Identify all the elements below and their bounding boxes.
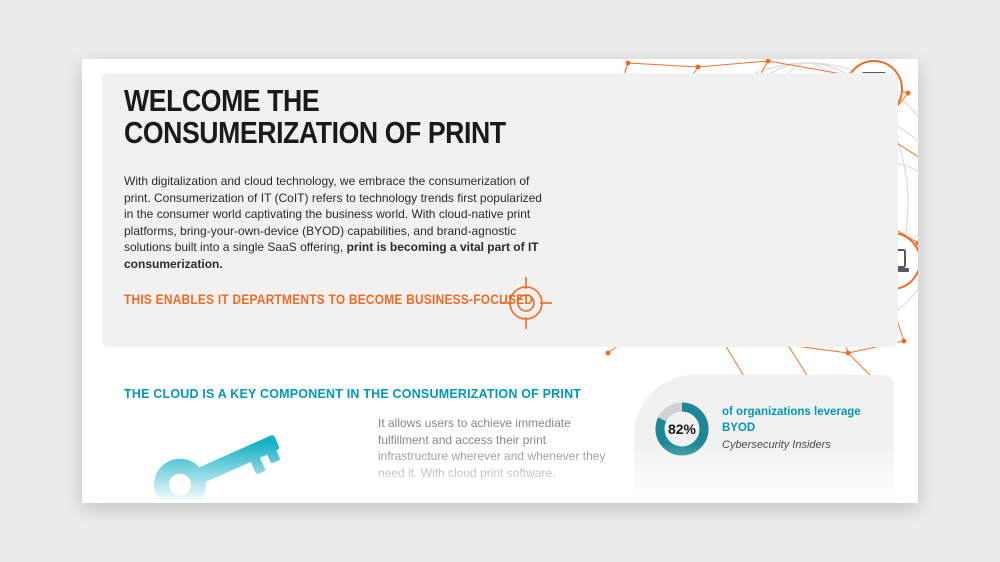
- byod-donut-value: 82%: [654, 401, 710, 457]
- hero-title-line1: WELCOME THE: [124, 83, 319, 118]
- hero-body: With digitalization and cloud technology…: [124, 173, 554, 272]
- crosshair-icon: [500, 277, 552, 329]
- hero-panel: WELCOME THE CONSUMERIZATION OF PRINT Wit…: [102, 73, 898, 347]
- key-icon: [142, 421, 302, 503]
- byod-stat-source: Cybersecurity Insiders: [722, 439, 831, 451]
- cloud-heading: THE CLOUD IS A KEY COMPONENT IN THE CONS…: [124, 387, 624, 401]
- hero-title: WELCOME THE CONSUMERIZATION OF PRINT: [124, 85, 537, 148]
- hero-title-line2: CONSUMERIZATION OF PRINT: [124, 115, 506, 150]
- byod-stat-text: of organizations leverage BYOD: [722, 405, 872, 436]
- cloud-body: It allows users to achieve immediate ful…: [378, 415, 608, 481]
- cloud-section: THE CLOUD IS A KEY COMPONENT IN THE CONS…: [124, 387, 624, 401]
- hero-callout: THIS ENABLES IT DEPARTMENTS TO BECOME BU…: [124, 292, 533, 307]
- infographic-card: WELCOME THE CONSUMERIZATION OF PRINT Wit…: [82, 59, 918, 503]
- byod-stat-panel: 82% of organizations leverage BYOD Cyber…: [634, 375, 894, 493]
